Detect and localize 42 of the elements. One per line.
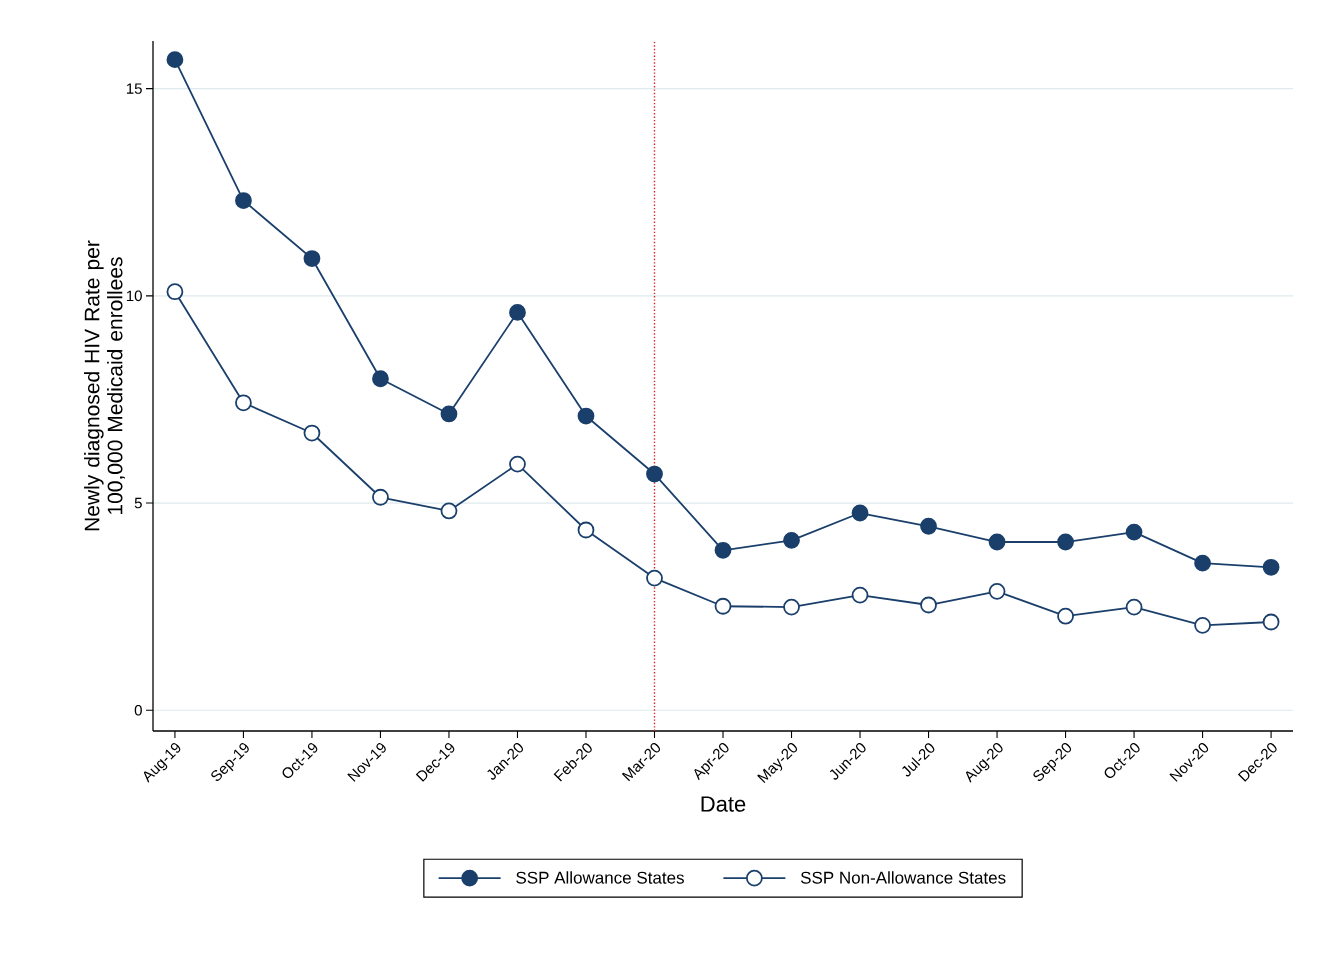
point	[1125, 523, 1143, 541]
point	[440, 502, 458, 520]
point	[1262, 558, 1280, 576]
point	[303, 250, 321, 267]
point	[714, 597, 732, 615]
point	[440, 405, 458, 423]
point	[714, 541, 732, 559]
point	[1194, 616, 1211, 634]
point	[783, 531, 800, 549]
point	[1057, 533, 1074, 551]
point	[1194, 554, 1211, 572]
y-tick-label: 0	[134, 704, 142, 716]
point	[646, 465, 663, 483]
point	[851, 504, 869, 522]
point	[372, 488, 389, 506]
point	[235, 394, 252, 412]
point	[646, 569, 663, 587]
point	[235, 192, 252, 209]
point	[166, 51, 184, 69]
legend-label: SSP Allowance States	[516, 871, 684, 884]
point	[509, 304, 526, 321]
point	[509, 455, 526, 473]
point	[920, 596, 937, 614]
point	[851, 586, 869, 604]
point	[577, 407, 595, 425]
x-axis-title: Date	[701, 796, 746, 812]
point	[1057, 607, 1074, 625]
point	[166, 283, 184, 301]
y-tick-label: 5	[134, 497, 142, 509]
y-axis-title: Newly diagnosed HIV Rate per 100,000 Medicaid enrollees	[84, 240, 125, 531]
point	[988, 533, 1006, 551]
point	[920, 517, 937, 535]
point	[577, 521, 595, 539]
legend-label: SSP Non-Allowance States	[800, 871, 1006, 884]
point	[372, 370, 389, 388]
point	[303, 424, 321, 442]
y-tick-label: 10	[126, 290, 142, 302]
point	[1125, 598, 1143, 616]
y-tick-label: 15	[126, 83, 142, 94]
point	[988, 582, 1006, 600]
point	[1262, 613, 1280, 631]
point	[783, 598, 800, 616]
